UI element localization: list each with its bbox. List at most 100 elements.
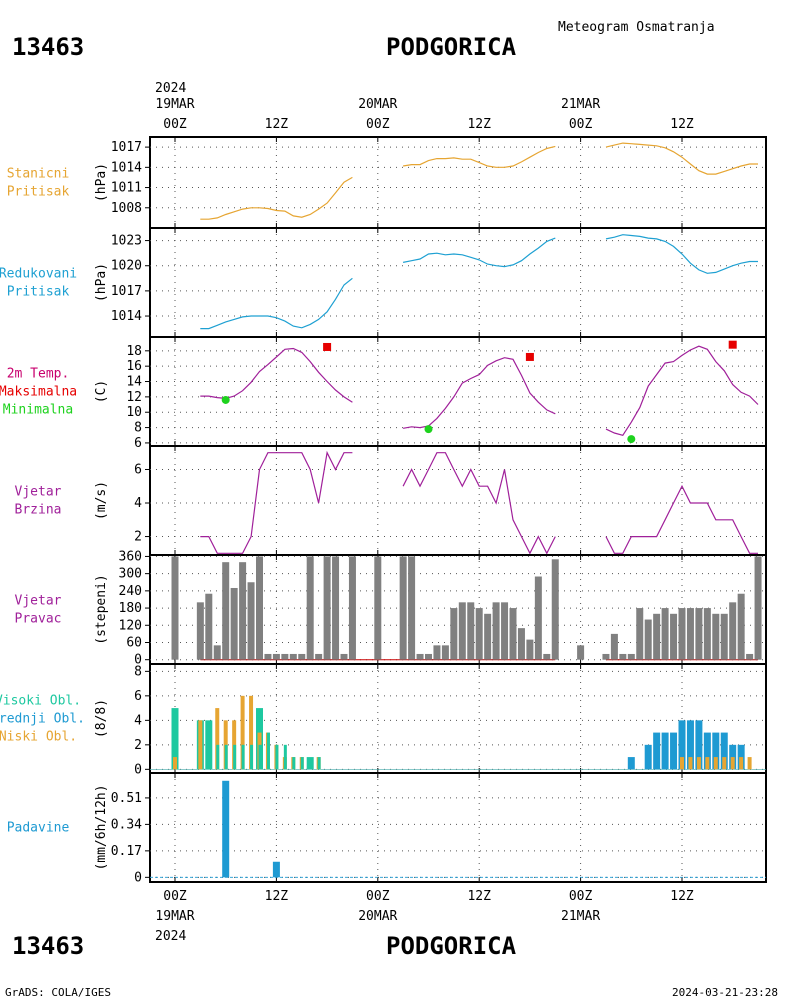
mid-cloud-inner-bar xyxy=(317,757,321,770)
y-tick-label: 360 xyxy=(119,549,142,564)
panel-station_pressure: 1008 1011 1014 1017(hPa) Stanicni Pritisak xyxy=(7,136,767,229)
y-tick-label: 16 xyxy=(126,359,142,374)
series-line xyxy=(402,237,556,268)
year-bottom: 2024 xyxy=(155,929,186,944)
precip-bar xyxy=(272,861,280,878)
series-line xyxy=(605,142,758,175)
mid-cloud-bar xyxy=(627,757,635,770)
y-tick-label: 1014 xyxy=(111,160,142,175)
footer-timestamp: 2024-03-21-23:28 xyxy=(672,986,778,999)
y-tick-label: 1017 xyxy=(111,140,142,155)
panel-label: Redukovani xyxy=(0,267,77,282)
y-axis-label: (C) xyxy=(94,380,109,403)
panel-frame xyxy=(149,772,767,883)
precip-bar xyxy=(222,780,230,878)
max-temp-marker xyxy=(525,352,534,361)
series-line xyxy=(403,145,556,168)
y-tick-label: 0.51 xyxy=(111,791,142,806)
series-line xyxy=(200,347,353,403)
panel-label: Maksimalna xyxy=(0,385,77,400)
wind-dir-bar xyxy=(737,593,745,660)
low-cloud-bar xyxy=(680,757,684,770)
mid-cloud-inner-bar xyxy=(275,744,279,770)
time-axis-hour: 12Z xyxy=(670,117,694,132)
y-tick-label: 12 xyxy=(126,390,142,405)
time-axis-hour: 00Z xyxy=(163,117,187,132)
y-tick-label: 240 xyxy=(119,584,142,599)
series-line xyxy=(402,357,556,429)
series-line xyxy=(200,450,353,554)
time-axis-date: 20MAR xyxy=(358,909,397,924)
wind-dir-bar xyxy=(661,608,669,660)
low-cloud-bar xyxy=(249,695,254,770)
panel-frame xyxy=(149,227,767,338)
station-name-bottom: PODGORICA xyxy=(386,932,517,960)
wind-dir-bar xyxy=(501,602,509,660)
wind-dir-bar xyxy=(399,556,407,660)
time-axis-top: 19MAR 00Z 12Z 20MAR 00Z 12Z 21MAR 00Z 12Z xyxy=(155,97,693,132)
y-tick-label: 1014 xyxy=(111,309,142,324)
wind-dir-bar xyxy=(653,613,661,660)
wind-dir-bar xyxy=(264,653,272,660)
panel-wind_speed: 2 4 6 (m/s) Vjetar Brzina xyxy=(15,445,767,556)
wind-dir-bar xyxy=(484,613,492,660)
min-temp-marker xyxy=(221,395,230,404)
panel-label: 2m Temp. xyxy=(7,367,70,382)
panel-reduced_pressure: 1014 1017 1020 1023(hPa) Redukovani Pritisak xyxy=(0,227,767,338)
y-tick-label: 0 xyxy=(134,653,142,668)
panel-label: Pravac xyxy=(15,612,62,627)
mid-cloud-bar xyxy=(720,732,728,770)
min-temp-marker xyxy=(627,435,636,444)
panel-cloud_cover: 0 2 4 6 8 (8/8) Visoki Obl. Srednji Obl. Niski O… xyxy=(0,663,767,777)
y-tick-label: 300 xyxy=(119,567,142,582)
y-axis-label: (m/s) xyxy=(94,481,109,520)
panel-wind_direction: 0 60 120 180 240 300 360 (stepeni) Vjetar Pravac xyxy=(15,549,767,668)
wind-dir-bar xyxy=(298,653,306,660)
wind-dir-bar xyxy=(602,653,610,660)
mid-cloud-inner-bar xyxy=(216,744,220,770)
wind-dir-bar xyxy=(171,556,179,660)
y-axis-label: (stepeni) xyxy=(94,574,109,644)
y-tick-label: 10 xyxy=(126,405,142,420)
series-line xyxy=(605,345,759,436)
y-tick-label: 0.34 xyxy=(111,817,142,832)
series-line xyxy=(605,234,758,274)
y-tick-label: 8 xyxy=(134,421,142,436)
time-axis-hour: 00Z xyxy=(163,889,187,904)
wind-dir-bar xyxy=(213,645,221,660)
wind-dir-bar xyxy=(315,653,323,660)
y-tick-label: 14 xyxy=(126,375,142,390)
panel-label: Minimalna xyxy=(3,403,73,418)
panel-label: Pritisak xyxy=(7,185,70,200)
wind-dir-bar xyxy=(475,608,483,660)
high-cloud-bar xyxy=(171,708,179,770)
wind-dir-bar xyxy=(543,653,551,660)
y-tick-label: 6 xyxy=(134,462,142,477)
low-cloud-bar xyxy=(215,708,220,770)
wind-dir-bar xyxy=(492,602,500,660)
time-axis-date: 21MAR xyxy=(561,909,600,924)
wind-dir-bar xyxy=(281,653,289,660)
wind-dir-bar xyxy=(196,602,204,660)
wind-dir-bar xyxy=(636,608,644,660)
wind-dir-bar xyxy=(306,556,314,660)
wind-dir-bar xyxy=(323,556,331,660)
wind-dir-bar xyxy=(526,639,534,660)
mid-cloud-inner-bar xyxy=(250,744,254,770)
panel-precipitation: 0 0.17 0.34 0.51(mm/6h/12h) Padavine xyxy=(7,772,767,885)
mid-cloud-inner-bar xyxy=(207,744,211,770)
mid-cloud-bar xyxy=(686,720,694,770)
y-tick-label: 60 xyxy=(126,635,142,650)
y-tick-label: 180 xyxy=(119,601,142,616)
wind-dir-bar xyxy=(712,613,720,660)
y-tick-label: 0.17 xyxy=(111,844,142,859)
min-temp-marker xyxy=(424,425,433,434)
wind-dir-bar xyxy=(332,556,340,660)
time-axis-hour: 00Z xyxy=(366,889,390,904)
panel-label: Vjetar xyxy=(15,485,62,500)
low-cloud-bar xyxy=(240,695,245,770)
low-cloud-bar xyxy=(747,757,752,770)
wind-dir-bar xyxy=(441,645,449,660)
